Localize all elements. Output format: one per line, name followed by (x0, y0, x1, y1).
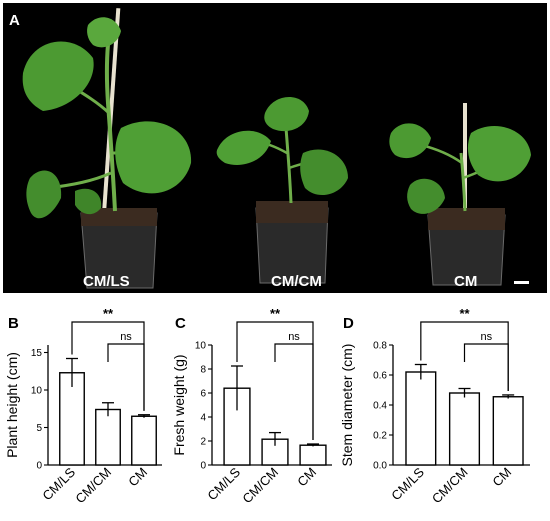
significance-label: ns (120, 331, 132, 343)
category-label: CM/CM (72, 465, 114, 507)
significance-bracket (463, 343, 509, 391)
y-tick-label: 0.2 (373, 431, 387, 442)
plant-cm-ls (22, 8, 192, 289)
y-tick-label: 0.4 (373, 401, 387, 412)
soil (428, 208, 505, 230)
leaf (407, 178, 445, 214)
significance-label: ns (288, 331, 300, 343)
significance-bracket (107, 343, 145, 411)
y-tick-label: 10 (195, 341, 207, 352)
plant-label-cm: CM (454, 273, 477, 290)
y-axis-title: Stem diameter (cm) (339, 344, 355, 467)
y-tick-label: 5 (36, 423, 42, 434)
category-label: CM/LS (204, 464, 243, 503)
y-tick-label: 2 (200, 437, 206, 448)
leaf (115, 121, 192, 194)
bar (448, 392, 481, 466)
y-tick-label: 0 (36, 461, 42, 472)
y-tick-label: 10 (31, 386, 43, 397)
panel-letter-a: A (9, 12, 20, 29)
leaf (216, 130, 271, 165)
plant-label-cm-ls: CM/LS (83, 273, 130, 290)
plant-photo: A CM/LS CM/CM CM (3, 3, 547, 293)
stem (459, 152, 467, 212)
bar (299, 444, 327, 466)
support-stick (463, 103, 467, 218)
y-tick-label: 0 (200, 461, 206, 472)
support-stick (101, 8, 121, 218)
category-label: CM (125, 465, 150, 490)
category-label: CM/CM (239, 465, 281, 507)
significance-label: ** (103, 306, 114, 321)
y-axis-title: Fresh weight (g) (171, 354, 187, 455)
plant-cm (389, 103, 531, 286)
soil (256, 201, 328, 223)
leaf (75, 188, 102, 215)
significance-bracket (274, 343, 314, 440)
y-tick-label: 0.8 (373, 341, 387, 352)
category-label: CM (489, 465, 514, 490)
leaf (26, 170, 62, 219)
leaf (467, 126, 531, 182)
bar (95, 408, 121, 466)
y-tick-label: 0.6 (373, 371, 387, 382)
significance-label: ns (481, 331, 493, 343)
category-label: CM (294, 465, 319, 490)
bar (405, 371, 437, 466)
panel-letter: D (343, 315, 354, 332)
y-tick-label: 0.0 (373, 461, 387, 472)
stem (284, 127, 293, 204)
leaf (22, 41, 94, 111)
y-tick-label: 8 (200, 365, 206, 376)
significance-label: ** (270, 306, 281, 321)
panel-letter: B (8, 315, 19, 332)
plant-cm-cm (216, 96, 348, 284)
bar (492, 396, 524, 466)
category-label: CM/CM (429, 465, 471, 507)
y-tick-label: 6 (200, 389, 206, 400)
leaf (389, 123, 431, 159)
leaf (264, 96, 309, 132)
scale-bar (514, 281, 529, 284)
significance-label: ** (459, 306, 470, 321)
leaf (87, 17, 121, 48)
y-axis-title: Plant height (cm) (4, 352, 20, 458)
category-label: CM/LS (388, 464, 427, 503)
leaf (300, 149, 348, 196)
panel-letter: C (175, 315, 186, 332)
y-tick-label: 4 (200, 413, 206, 424)
category-label: CM/LS (39, 464, 78, 503)
bar (131, 415, 157, 466)
y-tick-label: 15 (31, 348, 43, 359)
soil (81, 208, 157, 226)
plant-label-cm-cm: CM/CM (271, 273, 322, 290)
